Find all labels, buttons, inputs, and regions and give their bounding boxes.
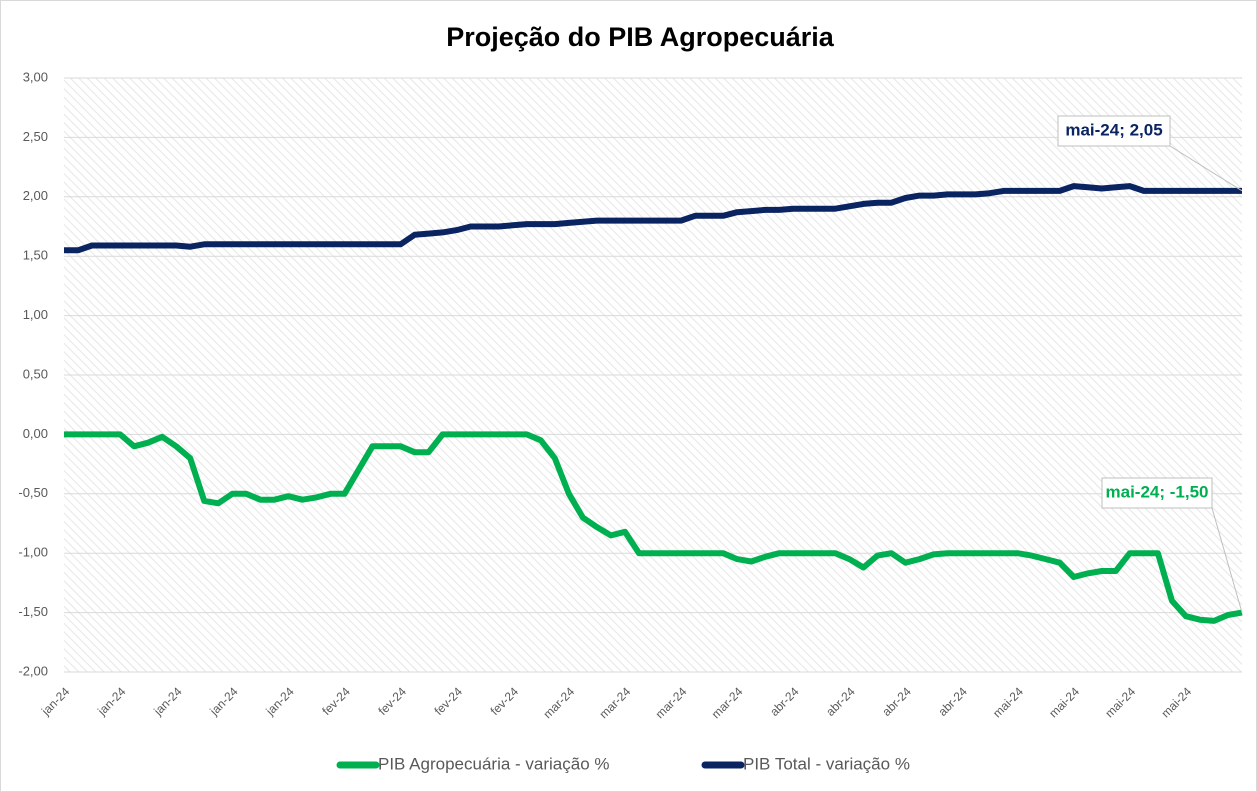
line-series bbox=[64, 183, 1242, 254]
chart-title: Projeção do PIB Agropecuária bbox=[446, 22, 835, 52]
legend-label: PIB Agropecuária - variação % bbox=[378, 754, 610, 773]
y-tick-label: 1,00 bbox=[23, 307, 48, 322]
y-tick-label: 0,50 bbox=[23, 366, 48, 381]
data-label: mai-24; -1,50 bbox=[1106, 482, 1209, 501]
label-box bbox=[1057, 115, 1171, 147]
y-tick-label: -0,50 bbox=[18, 485, 48, 500]
label-leader bbox=[1211, 507, 1243, 613]
y-tick-label: -1,50 bbox=[18, 604, 48, 619]
y-tick-label: 0,00 bbox=[23, 426, 48, 441]
y-tick-label: -2,00 bbox=[18, 663, 48, 678]
legend-label: PIB Total - variação % bbox=[743, 754, 910, 773]
label-box bbox=[1101, 477, 1213, 509]
y-tick-label: 2,00 bbox=[23, 188, 48, 203]
y-tick-label: 2,50 bbox=[23, 129, 48, 144]
y-tick-label: -1,00 bbox=[18, 545, 48, 560]
label-leader bbox=[1169, 145, 1243, 192]
y-tick-label: 3,00 bbox=[23, 69, 48, 84]
y-tick-label: 1,50 bbox=[23, 248, 48, 263]
data-label: mai-24; 2,05 bbox=[1065, 120, 1162, 139]
line-series bbox=[64, 431, 1243, 624]
